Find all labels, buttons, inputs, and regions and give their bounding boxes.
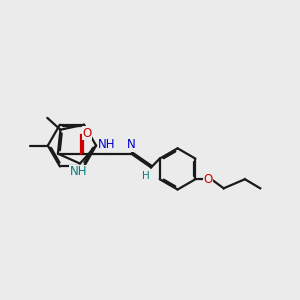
Text: H: H (142, 171, 150, 181)
Text: O: O (82, 127, 92, 140)
Text: O: O (203, 173, 212, 186)
Text: N: N (127, 138, 136, 152)
Text: NH: NH (70, 165, 87, 178)
Text: NH: NH (98, 138, 116, 152)
